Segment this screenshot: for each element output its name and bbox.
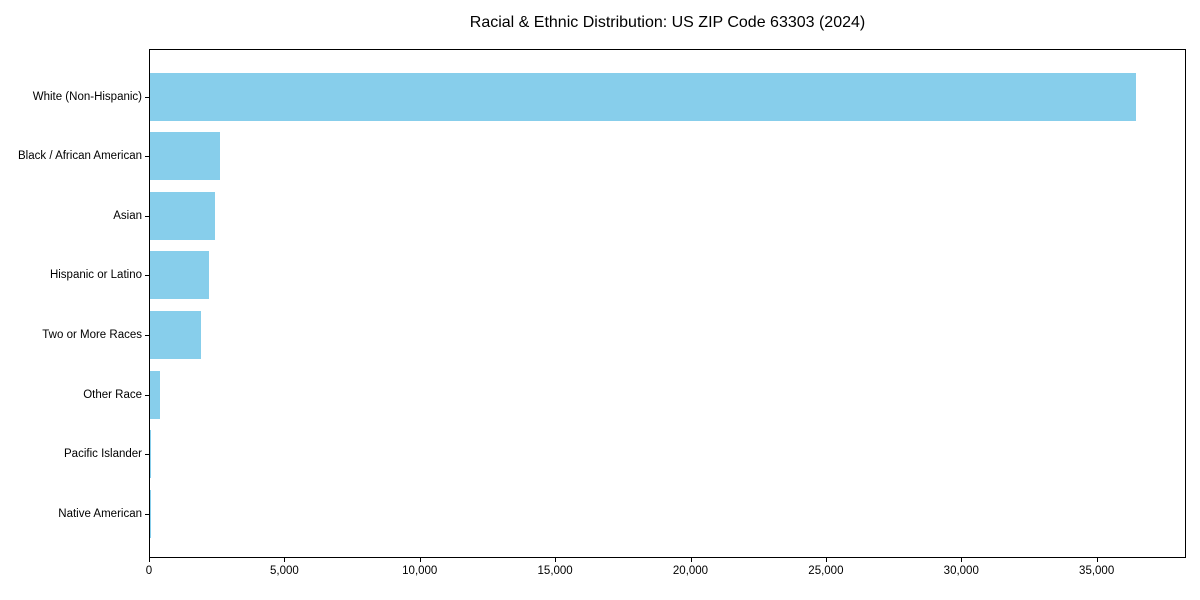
y-axis-label: Pacific Islander	[64, 448, 142, 461]
y-axis-label: Other Race	[83, 388, 142, 401]
y-tick-mark	[145, 334, 149, 336]
plot-area	[149, 49, 1186, 558]
x-tick-label: 5,000	[269, 565, 299, 577]
bar	[150, 251, 209, 300]
bar	[150, 132, 221, 181]
y-axis-label: Asian	[113, 209, 142, 222]
x-tick-mark	[284, 558, 286, 562]
x-tick-label: 25,000	[808, 565, 844, 577]
x-tick-label: 10,000	[402, 565, 438, 577]
x-tick-label: 35,000	[1079, 565, 1115, 577]
y-axis-label: Native American	[58, 507, 142, 520]
y-axis-label: Two or More Races	[42, 328, 142, 341]
bar	[150, 430, 152, 479]
x-tick-mark	[1096, 558, 1098, 562]
y-tick-mark	[145, 215, 149, 217]
x-tick-label: 15,000	[537, 565, 573, 577]
chart-title: Racial & Ethnic Distribution: US ZIP Cod…	[469, 14, 866, 31]
bar	[150, 489, 151, 538]
y-tick-mark	[145, 96, 149, 98]
x-tick-mark	[555, 558, 557, 562]
y-axis-label: White (Non-Hispanic)	[32, 90, 142, 103]
y-tick-mark	[145, 156, 149, 158]
bar	[150, 370, 160, 419]
y-axis-label: Hispanic or Latino	[49, 269, 142, 282]
y-tick-mark	[145, 454, 149, 456]
x-tick-label: 30,000	[943, 565, 979, 577]
x-tick-mark	[690, 558, 692, 562]
y-axis-label: Black / African American	[18, 150, 142, 163]
bar	[150, 72, 1137, 121]
x-tick-mark	[825, 558, 827, 562]
x-tick-mark	[961, 558, 963, 562]
x-tick-mark	[419, 558, 421, 562]
x-tick-label: 20,000	[672, 565, 709, 577]
y-tick-mark	[145, 275, 149, 277]
y-tick-mark	[145, 513, 149, 515]
bar	[150, 191, 216, 240]
bar	[150, 310, 201, 359]
y-tick-mark	[145, 394, 149, 396]
x-tick-mark	[149, 558, 150, 562]
x-tick-label: 0	[145, 565, 153, 577]
